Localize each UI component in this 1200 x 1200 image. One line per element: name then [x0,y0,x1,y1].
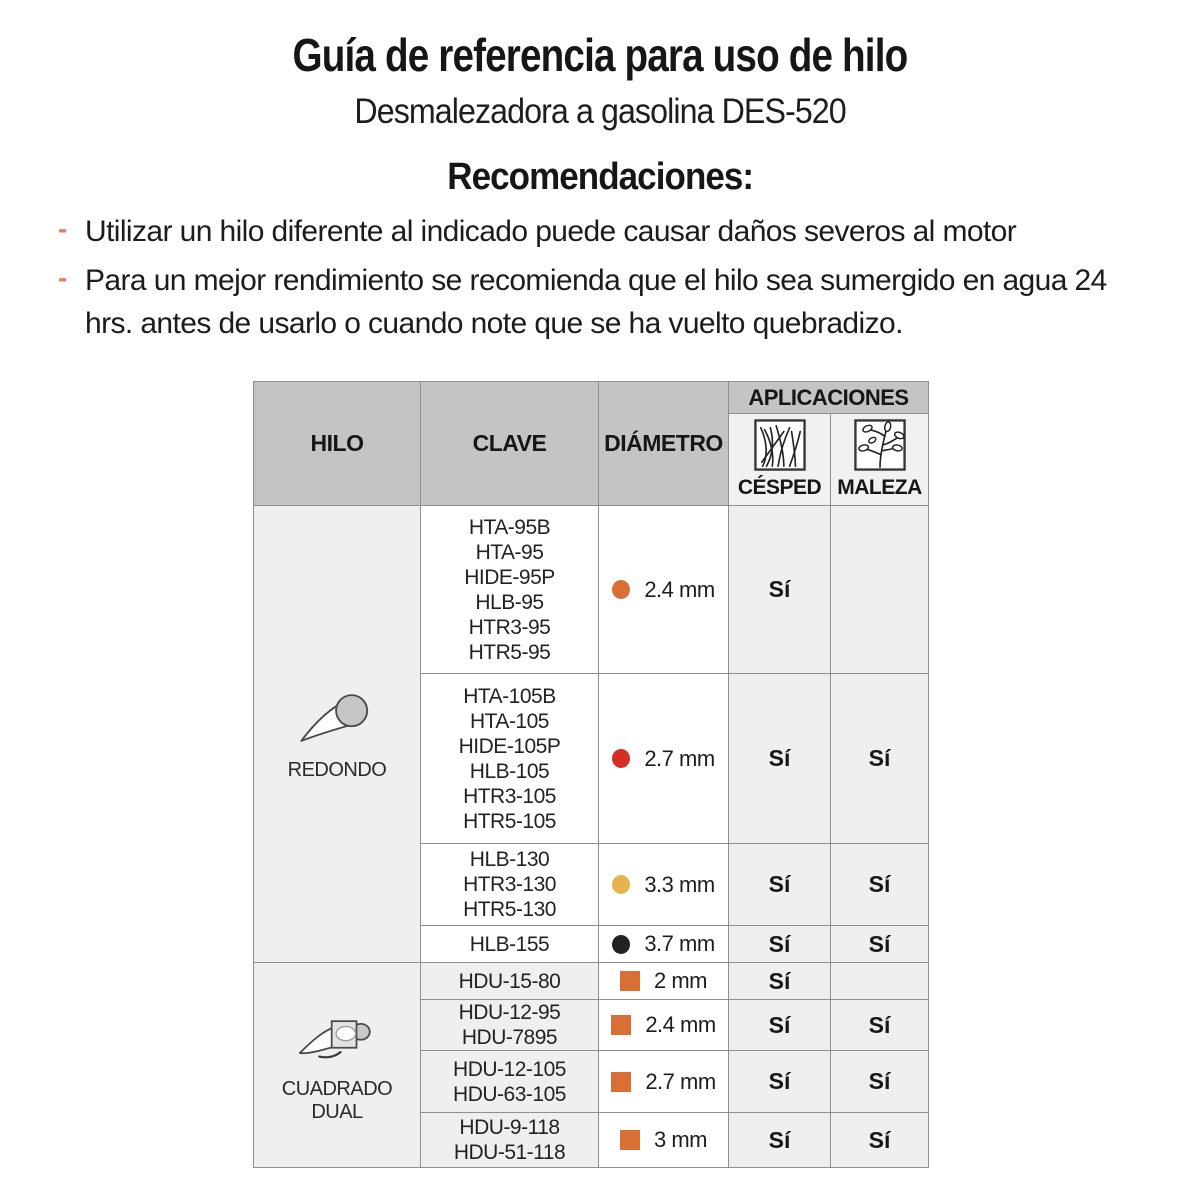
clave-cell: HDU-12-95 HDU-7895 [420,999,599,1051]
clave-cell: HLB-130 HTR3-130 HTR5-130 [420,843,599,926]
hilo-reference-table: HILO CLAVE DIÁMETRO APLICACIONES [253,381,929,1168]
recommendations-list: - Utilizar un hilo diferente al indicado… [58,210,1150,351]
col-header-aplicaciones-label: APLICACIONES [748,384,909,410]
clave-cell: HDU-15-80 [420,962,599,1000]
maleza-cell: Sí [830,925,929,963]
diametro-cell: 2.4 mm [598,999,729,1051]
hilo-type-cuadrado-dual: CUADRADO DUAL [253,962,421,1168]
col-header-hilo-label: HILO [310,430,364,456]
diameter-value: 3.7 mm [644,931,715,956]
page-subtitle: Desmalezadora a gasolina DES-520 [354,92,846,131]
bullet-dash-icon: - [58,213,67,244]
clave-cell: HDU-9-118 HDU-51-118 [420,1112,599,1168]
diameter-value: 2 mm [654,968,708,993]
maleza-cell: Sí [830,999,929,1051]
diameter-dot-icon [612,875,631,894]
recommendations-heading: Recomendaciones: [447,156,754,198]
col-header-maleza: MALEZA [830,413,929,506]
col-header-cesped-label: CÉSPED [737,476,822,499]
hilo-type-label: REDONDO [287,759,387,781]
hilo-type-label: CUADRADO DUAL [281,1077,393,1123]
diameter-value: 2.7 mm [644,745,715,771]
maleza-cell: Sí [830,1112,929,1168]
col-header-maleza-label: MALEZA [837,476,922,499]
diametro-cell: 3.3 mm [598,843,729,926]
diameter-dot-icon [612,749,631,768]
cesped-cell: Sí [728,1112,831,1168]
clave-cell: HLB-155 [420,925,599,963]
diametro-cell: 3 mm [598,1112,729,1168]
clave-cell: HTA-95B HTA-95 HIDE-95P HLB-95 HTR3-95 H… [420,505,599,674]
col-header-clave-label: CLAVE [472,430,547,456]
maleza-cell [830,505,929,674]
diameter-square-icon [620,971,640,991]
page-title: Guía de referencia para uso de hilo [292,29,909,81]
diameter-square-icon [611,1071,632,1092]
recommendation-item: - Utilizar un hilo diferente al indicado… [58,210,1150,253]
col-header-diametro: DIÁMETRO [598,381,729,506]
bullet-dash-icon: - [58,262,67,293]
diametro-cell: 2 mm [598,962,729,1000]
col-header-hilo: HILO [253,381,421,506]
diameter-value: 2.4 mm [645,1012,716,1037]
clave-cell: HTA-105B HTA-105 HIDE-105P HLB-105 HTR3-… [420,673,599,844]
cesped-cell: Sí [728,843,831,926]
diametro-cell: 2.7 mm [598,1050,729,1113]
diameter-square-icon [620,1130,640,1150]
recommendation-text: Para un mejor rendimiento se recomienda … [85,264,1107,340]
diameter-value: 3.3 mm [644,871,715,897]
col-header-cesped: CÉSPED [728,413,831,506]
col-header-clave: CLAVE [420,381,599,506]
maleza-cell: Sí [830,1050,929,1113]
weed-icon [853,419,906,471]
diametro-cell: 3.7 mm [598,925,729,963]
grass-icon [753,419,806,471]
cesped-cell: Sí [728,925,831,963]
maleza-cell: Sí [830,843,929,926]
diameter-square-icon [611,1015,632,1035]
cesped-cell: Sí [728,1050,831,1113]
square-dual-line-icon [291,1007,383,1074]
diametro-cell: 2.4 mm [598,505,729,674]
recommendation-item: - Para un mejor rendimiento se recomiend… [58,259,1150,345]
round-line-icon [294,686,380,755]
reference-table-wrapper: HILO CLAVE DIÁMETRO APLICACIONES [253,381,929,1168]
cesped-cell: Sí [728,673,831,844]
diameter-dot-icon [612,580,631,599]
hilo-type-redondo: REDONDO [253,505,421,963]
cesped-cell: Sí [728,505,831,674]
maleza-cell: Sí [830,673,929,844]
cesped-cell: Sí [728,999,831,1051]
col-header-aplicaciones: APLICACIONES [728,381,929,414]
clave-cell: HDU-12-105 HDU-63-105 [420,1050,599,1113]
cesped-cell: Sí [728,962,831,1000]
diameter-dot-icon [612,934,631,954]
diameter-value: 2.7 mm [645,1068,716,1094]
recommendation-text: Utilizar un hilo diferente al indicado p… [85,215,1017,248]
col-header-diametro-label: DIÁMETRO [604,430,723,456]
maleza-cell [830,962,929,1000]
diameter-value: 2.4 mm [644,576,715,602]
diameter-value: 3 mm [654,1127,708,1152]
diametro-cell: 2.7 mm [598,673,729,844]
